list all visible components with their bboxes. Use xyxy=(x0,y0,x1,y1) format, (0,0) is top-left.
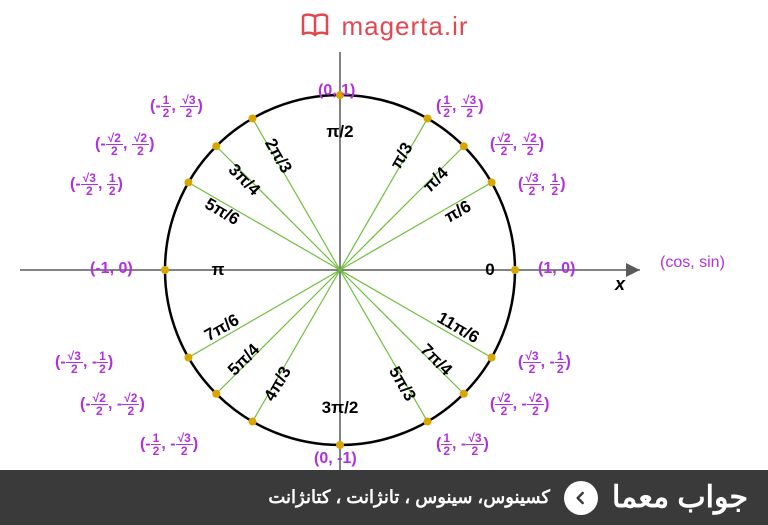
unit-circle-diagram: 0(1, 0)π/6(32, 12)π/4(22, 22)π/3(12, 32)… xyxy=(0,52,768,470)
coord-label: (32, 12) xyxy=(518,172,566,197)
coord-label: (1, 0) xyxy=(538,260,575,278)
cos-sin-legend: (cos, sin) xyxy=(660,254,725,272)
coord-label: (-12, 32) xyxy=(150,94,203,119)
coord-label: (-12, -32) xyxy=(140,432,198,457)
coord-label: (32, -12) xyxy=(518,350,571,375)
coord-label: (0, 1) xyxy=(318,82,355,100)
coord-label: (-22, -22) xyxy=(80,392,145,417)
book-path xyxy=(303,15,327,35)
coord-label: (22, 22) xyxy=(490,132,544,157)
angle-label: π/2 xyxy=(326,122,353,142)
angle-label: π xyxy=(211,260,224,280)
coord-label: (12, 32) xyxy=(436,94,484,119)
coord-label: (-32, 12) xyxy=(70,172,123,197)
coord-label: (12, -32) xyxy=(436,432,489,457)
arrow-left-icon xyxy=(564,481,598,515)
coord-label: (-22, 22) xyxy=(95,132,154,157)
answer-text: کسینوس، سینوس ، تانژانت ، کتانژانت xyxy=(268,487,550,508)
coord-label: (-32, -12) xyxy=(55,350,113,375)
footer: کسینوس، سینوس ، تانژانت ، کتانژانت جواب … xyxy=(0,470,768,525)
angle-label: 0 xyxy=(485,260,494,280)
footer-brand: جواب معما xyxy=(612,480,748,515)
coord-label: (0, -1) xyxy=(314,450,357,468)
book-icon xyxy=(299,10,331,42)
brand-text: magerta.ir xyxy=(341,11,468,42)
header: magerta.ir xyxy=(0,0,768,52)
angle-label: 3π/2 xyxy=(322,398,359,418)
x-axis-label: x xyxy=(615,274,625,295)
coord-label: (22, -22) xyxy=(490,392,549,417)
coord-label: (-1, 0) xyxy=(90,260,133,278)
